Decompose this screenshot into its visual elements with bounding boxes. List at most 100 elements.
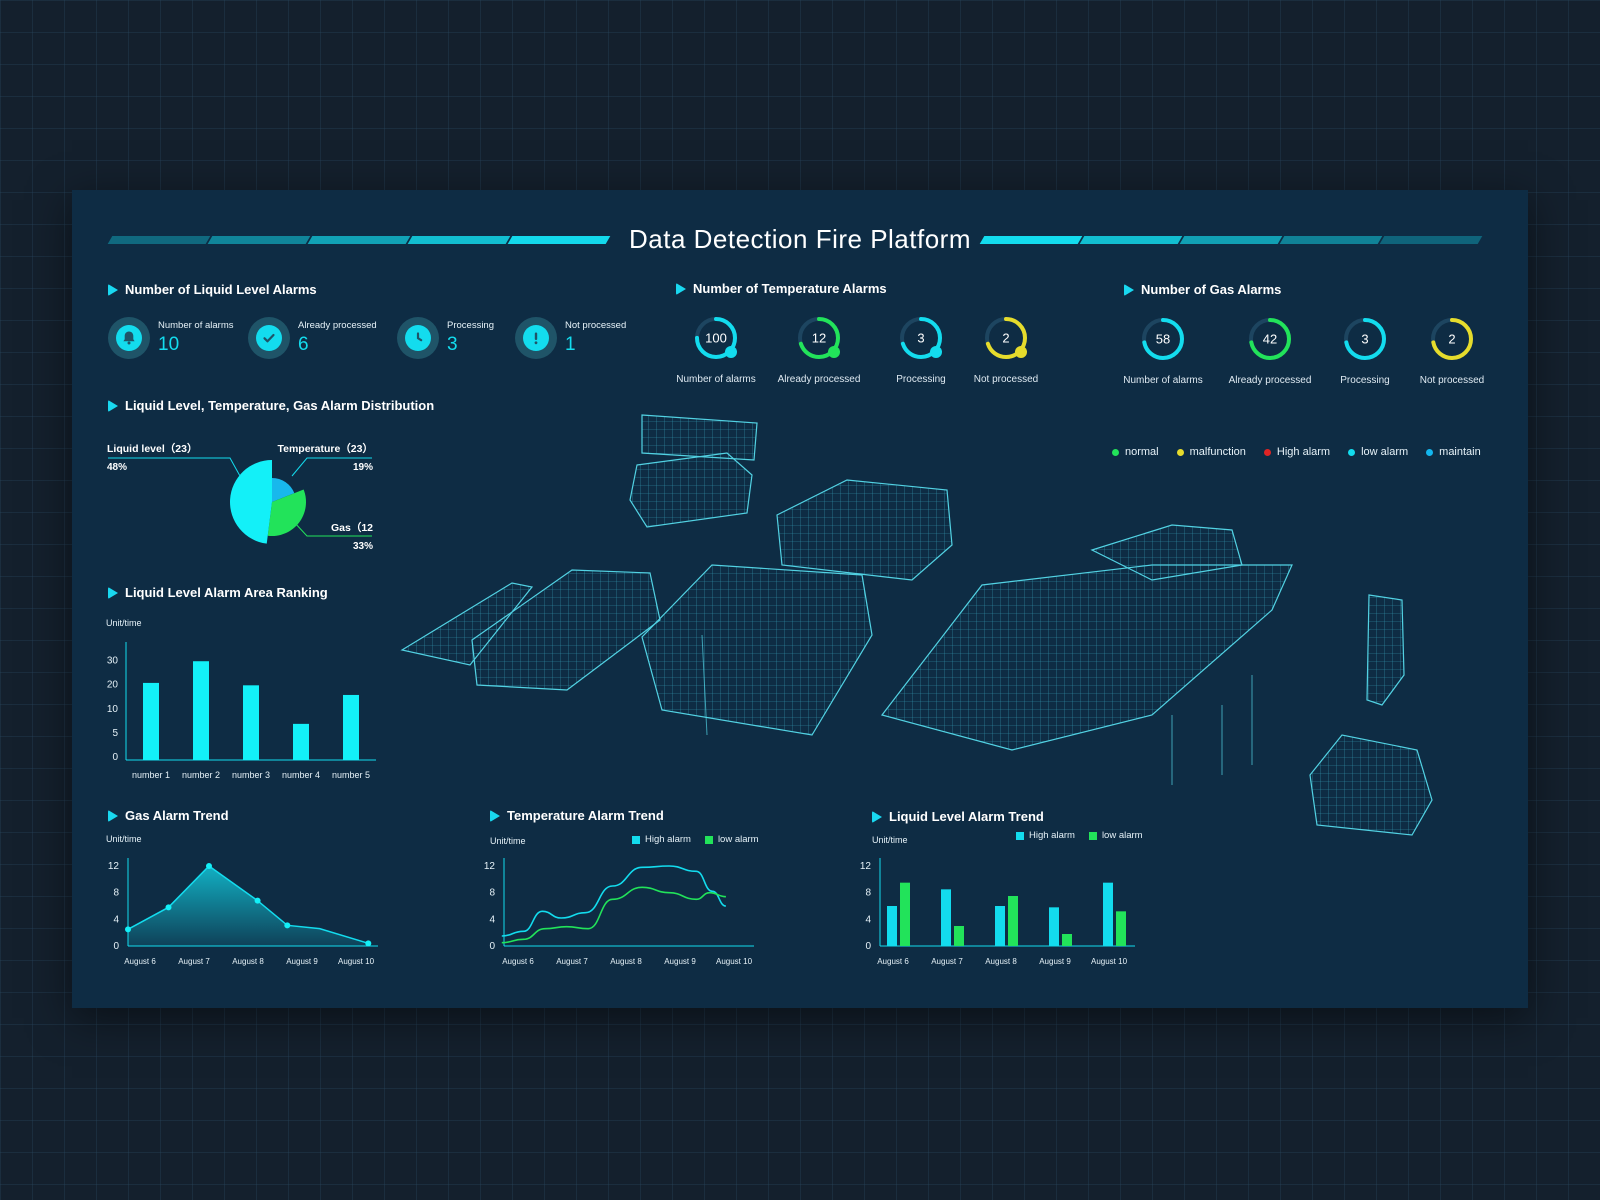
- x-tick-label: August 7: [178, 957, 210, 966]
- gauge-badge-icon: [725, 346, 737, 358]
- building-wireframe: [629, 452, 753, 528]
- gauge-already-processed: 42 Already processed: [1215, 316, 1325, 386]
- x-tick-label: number 2: [182, 770, 220, 778]
- y-tick-label: 8: [113, 888, 119, 899]
- gauge-arc: [985, 317, 1027, 359]
- legend-item-low-alarm: low alarm: [1348, 446, 1408, 458]
- gauge-ring: 3: [1344, 318, 1386, 360]
- bar: [243, 685, 259, 760]
- legend-item-high: High alarm: [1016, 830, 1075, 841]
- gauge-arc: [1431, 318, 1473, 360]
- section-title-text: Liquid Level, Temperature, Gas Alarm Dis…: [125, 398, 435, 413]
- clock-icon: [397, 317, 439, 359]
- section-marker-icon: [676, 282, 686, 295]
- gas-label: Gas（12: [331, 521, 373, 534]
- gauge-ring: 2: [985, 317, 1027, 359]
- x-tick-label: August 9: [286, 957, 318, 966]
- section-title-text: Number of Liquid Level Alarms: [125, 282, 317, 297]
- x-tick-label: August 7: [556, 957, 588, 966]
- stat-label: Not processed: [565, 320, 627, 331]
- legend-dot: [1176, 448, 1184, 456]
- gauge-processing: 3 Processing: [1310, 316, 1420, 386]
- gauge-arc: [695, 317, 737, 359]
- x-tick-label: August 6: [124, 957, 156, 966]
- bar-high-alarm: [1049, 907, 1059, 946]
- bar-high-alarm: [941, 889, 951, 946]
- section-marker-icon: [872, 810, 882, 823]
- data-point: [284, 922, 291, 929]
- x-tick-label: August 9: [664, 957, 696, 966]
- section-title-text: Temperature Alarm Trend: [507, 808, 664, 823]
- section-marker-icon: [108, 283, 118, 296]
- header-stripe: [1279, 236, 1383, 244]
- bar-low-alarm: [1116, 911, 1126, 946]
- data-point: [254, 897, 261, 904]
- x-tick-label: number 5: [332, 770, 370, 778]
- leader-line-gas: [293, 521, 372, 537]
- temp-trend-line-chart: 0 4 8 12 August 6 August 7 August 8 August 9 Aug…: [484, 858, 754, 966]
- temperature-percent: 19%: [353, 462, 373, 473]
- gauge-processing: 3 Processing: [866, 315, 976, 385]
- bar: [343, 694, 359, 760]
- legend-label: maintain: [1439, 446, 1481, 458]
- x-tick-label: August 8: [985, 957, 1017, 966]
- gauge-badge-icon: [828, 346, 840, 358]
- header-stripe: [1079, 236, 1183, 244]
- header-stripe: [979, 236, 1083, 244]
- bar-low-alarm: [900, 882, 910, 946]
- pie-slice-liquid-level: [230, 460, 272, 544]
- section-title-text: Number of Temperature Alarms: [693, 281, 887, 296]
- gauge-ring: 100: [695, 317, 737, 359]
- header-decoration-right: [979, 236, 1483, 244]
- legend-item-low: low alarm: [1088, 830, 1143, 841]
- data-point: [206, 863, 212, 869]
- stat-already-processed: Already processed 6: [248, 317, 377, 359]
- gas-trend-unit-label: Unit/time: [106, 834, 142, 844]
- stat-not-processed: Not processed 1: [515, 317, 626, 359]
- gauge-value: 100: [705, 331, 727, 346]
- legend-item-low: low alarm: [704, 834, 759, 845]
- temp-trend-unit-label: Unit/time: [490, 836, 526, 846]
- legend-item-high-alarm: High alarm: [1263, 446, 1330, 458]
- section-marker-icon: [108, 399, 118, 412]
- legend-label: low alarm: [1361, 446, 1409, 458]
- gas-trend-title: Gas Alarm Trend: [108, 808, 229, 823]
- gas-trend-area-chart: 0 4 8 12 August 6 August 7 August 8 August 9 Aug…: [108, 858, 378, 966]
- y-tick-label: 12: [484, 861, 496, 872]
- legend-item-malfunction: malfunction: [1176, 446, 1246, 458]
- legend-label: low alarm: [717, 834, 759, 845]
- gauge-badge-icon: [1015, 346, 1027, 358]
- y-tick-label: 0: [489, 941, 495, 952]
- y-tick-label: 4: [489, 914, 495, 925]
- liquid-trend-bar-chart: 0 4 8 12 August 6 August 7 August 8 August 9 Aug…: [860, 858, 1135, 966]
- gauge-value: 42: [1263, 332, 1277, 347]
- gauge-arc: [798, 317, 840, 359]
- x-tick-label: August 7: [931, 957, 963, 966]
- bar-low-alarm: [1062, 934, 1072, 946]
- header-stripe: [1179, 236, 1283, 244]
- liquid-label: Liquid level（23）: [107, 442, 197, 455]
- building-wireframe: [641, 414, 758, 461]
- gauge-arc: [900, 317, 942, 359]
- gauge-arc: [1142, 318, 1184, 360]
- legend-label: High alarm: [645, 834, 691, 845]
- gauge-not-processed: 2 Not processed: [1397, 316, 1507, 386]
- gauge-label: Already processed: [1228, 375, 1312, 386]
- temperature-label: Temperature（23）: [277, 442, 373, 455]
- ranking-bar-chart: 0 5 10 20 30 number 1 number 2 number 3 number 4…: [107, 642, 376, 778]
- gauge-not-processed: 2 Not processed: [951, 315, 1061, 385]
- stat-label: Processing: [447, 320, 494, 331]
- y-tick-label: 0: [112, 752, 118, 763]
- gauge-value: 3: [1361, 332, 1368, 347]
- legend-swatch: [632, 835, 640, 844]
- y-tick-label: 0: [113, 941, 119, 952]
- gas-percent: 33%: [353, 541, 373, 552]
- stat-label: Already processed: [298, 320, 377, 331]
- legend-label: malfunction: [1189, 446, 1246, 458]
- legend-dot: [1263, 448, 1271, 456]
- x-tick-label: number 1: [132, 770, 170, 778]
- x-tick-label: August 10: [338, 957, 375, 966]
- section-title-text: Gas Alarm Trend: [125, 808, 229, 823]
- data-point: [125, 926, 131, 933]
- x-tick-label: August 9: [1039, 957, 1071, 966]
